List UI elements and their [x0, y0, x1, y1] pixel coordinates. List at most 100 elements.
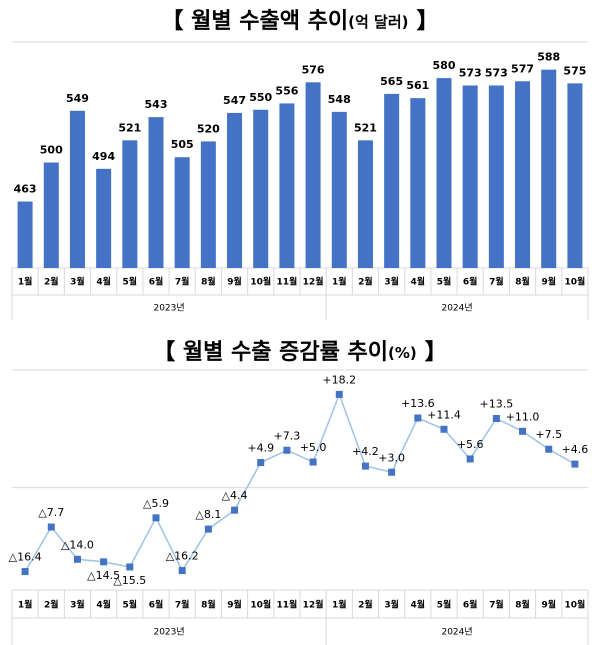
bar: [148, 117, 164, 268]
value-label: 505: [171, 138, 194, 151]
bar: [122, 140, 138, 268]
value-label: +7.3: [274, 429, 301, 442]
value-label: 521: [118, 121, 141, 134]
x-tick-label: 9월: [541, 276, 556, 288]
x-tick-label: 7월: [489, 276, 504, 288]
title-unit: (%): [388, 344, 417, 362]
marker: [545, 445, 553, 453]
value-label: 520: [197, 122, 220, 135]
x-tick-label: 4월: [411, 599, 426, 611]
x-tick-label: 4월: [411, 276, 426, 288]
value-label: △15.5: [113, 574, 146, 587]
value-label: △14.5: [87, 569, 120, 582]
x-tick-label: 9월: [227, 599, 242, 611]
value-label: △5.9: [143, 497, 169, 510]
value-label: +4.9: [247, 442, 274, 455]
chart-title: 【 월별 수출 증감률 추이(%) 】: [153, 340, 447, 365]
x-tick-label: 4월: [96, 276, 111, 288]
group-label: 2023년: [153, 303, 184, 314]
value-label: △16.2: [166, 550, 199, 563]
marker: [414, 414, 422, 422]
value-label: 548: [328, 93, 351, 106]
marker: [47, 523, 55, 531]
x-tick-label: 3월: [384, 599, 399, 611]
value-label: 573: [485, 66, 508, 79]
bar: [279, 103, 295, 268]
x-tick-label: 5월: [123, 276, 138, 288]
value-label: +5.6: [457, 438, 484, 451]
x-tick-label: 8월: [201, 276, 216, 288]
marker: [178, 567, 186, 575]
marker: [440, 425, 448, 433]
value-label: 547: [223, 94, 246, 107]
marker: [257, 459, 265, 467]
marker: [126, 563, 134, 571]
value-label: 580: [433, 59, 456, 72]
bar: [462, 85, 478, 268]
bar: [410, 98, 426, 269]
value-label: +11.0: [506, 410, 540, 423]
value-label: 576: [302, 63, 325, 76]
x-tick-label: 2월: [358, 276, 373, 288]
marker: [100, 558, 108, 566]
value-label: △14.0: [61, 538, 94, 551]
value-label: 500: [40, 144, 63, 157]
x-tick-label: 5월: [123, 599, 138, 611]
value-label: 549: [66, 92, 89, 105]
x-tick-label: 1월: [18, 599, 33, 611]
x-tick-label: 8월: [515, 599, 530, 611]
x-tick-label: 6월: [149, 599, 164, 611]
marker: [388, 468, 396, 476]
chart-title: 【 월별 수출액 추이(억 달러) 】: [161, 9, 438, 34]
x-tick-label: 11월: [277, 276, 298, 288]
x-tick-label: 9월: [541, 599, 556, 611]
marker: [519, 427, 527, 435]
bar: [541, 69, 557, 268]
marker: [21, 568, 29, 576]
x-tick-label: 9월: [227, 276, 242, 288]
x-tick-label: 7월: [489, 599, 504, 611]
bar: [17, 201, 33, 268]
marker: [309, 458, 317, 466]
title-text: 【 월별 수출액 추이: [161, 9, 348, 34]
bar: [567, 83, 583, 268]
x-tick-label: 11월: [277, 599, 298, 611]
bar: [69, 110, 85, 269]
marker: [204, 525, 212, 533]
value-label: 573: [459, 66, 482, 79]
x-tick-label: 1월: [332, 276, 347, 288]
value-label: +13.6: [401, 397, 435, 410]
x-tick-label: 8월: [515, 276, 530, 288]
line: [24, 392, 576, 573]
marker: [73, 555, 81, 563]
value-label: △4.4: [222, 489, 248, 502]
value-label: 588: [537, 51, 560, 64]
bar: [96, 168, 112, 268]
value-label: △8.1: [195, 508, 221, 521]
bar: [515, 81, 531, 268]
bar: [488, 85, 504, 268]
value-label: 550: [249, 91, 272, 104]
value-label: +7.5: [535, 428, 562, 441]
value-label: +4.2: [352, 445, 379, 458]
x-tick-label: 3월: [70, 276, 85, 288]
x-tick-label: 5월: [437, 599, 452, 611]
value-label: 543: [145, 98, 168, 111]
bar: [305, 82, 321, 268]
marker: [231, 506, 239, 514]
x-tick-label: 4월: [96, 599, 111, 611]
x-tick-label: 3월: [70, 599, 85, 611]
bar: [331, 111, 347, 268]
x-tick-label: 10월: [565, 276, 586, 288]
value-label: 577: [511, 62, 534, 75]
value-label: 575: [563, 64, 586, 77]
value-label: +3.0: [378, 451, 405, 464]
x-tick-label: 6월: [149, 276, 164, 288]
bar: [43, 162, 59, 268]
x-tick-label: 1월: [18, 276, 33, 288]
group-label: 2024년: [441, 303, 472, 314]
marker: [283, 446, 291, 454]
value-label: +5.0: [300, 441, 327, 454]
group-label: 2023년: [153, 627, 184, 638]
